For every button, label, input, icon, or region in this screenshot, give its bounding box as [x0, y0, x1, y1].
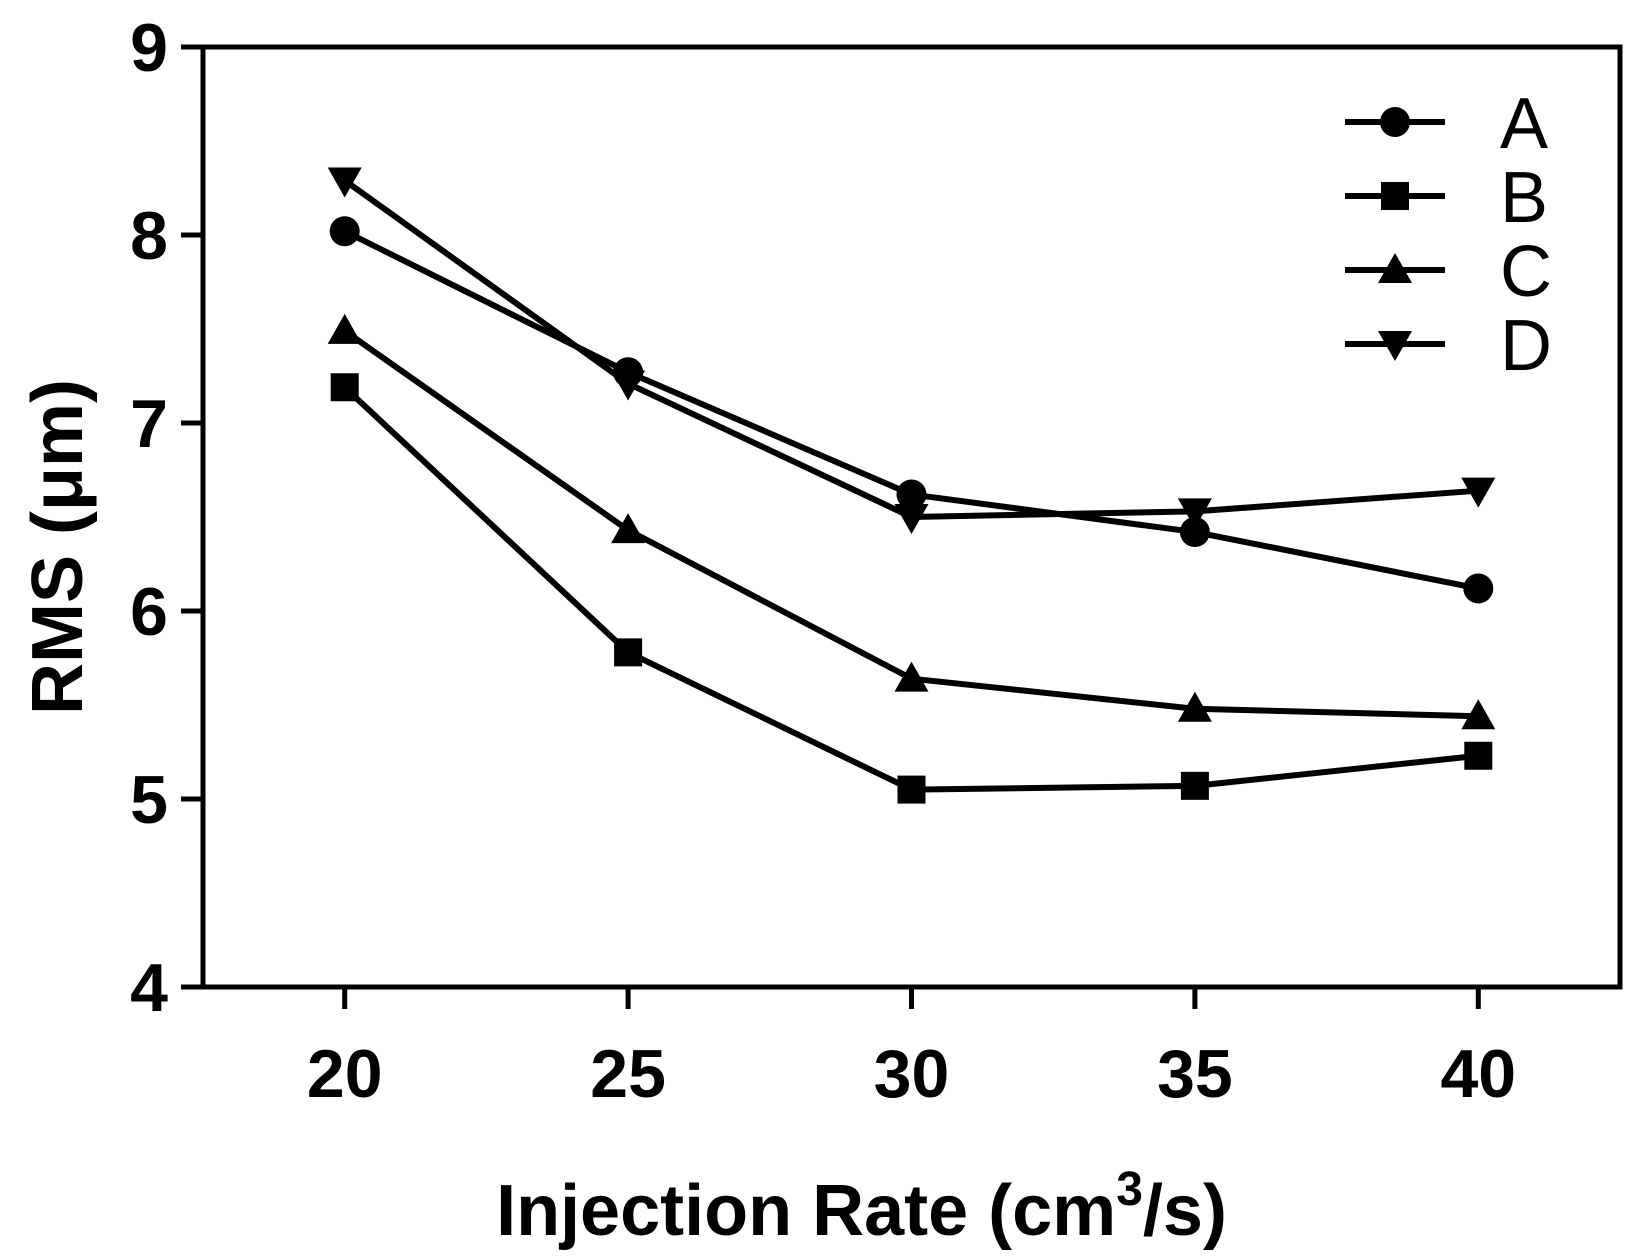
x-tick-label: 25: [590, 1036, 666, 1112]
series-layer: [327, 167, 1496, 804]
x-axis-title-superscript: 3: [1116, 1163, 1143, 1216]
data-point-d: [1177, 498, 1212, 529]
x-tick-label: 40: [1440, 1036, 1516, 1112]
legend-marker: [1378, 331, 1412, 361]
y-tick-label: 5: [130, 762, 168, 838]
legend-label: A: [1500, 84, 1548, 164]
series-b: [330, 373, 1493, 804]
series-a: [329, 216, 1494, 604]
data-point-d: [611, 370, 646, 401]
legend-item-a: A: [1345, 84, 1548, 164]
legend-marker: [1380, 107, 1410, 137]
data-point-c: [894, 661, 929, 692]
data-point-b: [614, 638, 643, 667]
y-tick-label: 9: [130, 10, 168, 86]
legend-marker: [1378, 253, 1412, 283]
legend-item-b: B: [1345, 158, 1548, 238]
x-axis-title-end: /s): [1143, 1171, 1227, 1251]
data-point-c: [611, 513, 646, 544]
y-tick-label: 7: [130, 386, 168, 462]
data-point-a: [1463, 573, 1494, 604]
x-tick-label: 30: [874, 1036, 950, 1112]
y-tick-label: 4: [130, 950, 168, 1026]
axes: 4 5 6 7 8 9 20 25 30 35 40: [130, 10, 1623, 1112]
data-point-d: [327, 167, 362, 198]
y-tick-label: 6: [130, 574, 168, 650]
series-c: [327, 313, 1496, 730]
legend-label: D: [1500, 306, 1552, 386]
x-axis-title-main: Injection Rate (cm: [496, 1171, 1116, 1251]
y-tick-label: 8: [130, 198, 168, 274]
legend-label: C: [1500, 232, 1552, 312]
series-line-d: [342, 178, 1479, 520]
data-point-c: [1461, 699, 1496, 730]
data-point-b: [897, 775, 926, 804]
x-tick-label: 35: [1157, 1036, 1233, 1112]
data-point-b: [330, 373, 359, 402]
data-point-c: [327, 313, 362, 344]
data-point-c: [1177, 691, 1212, 722]
data-point-a: [1179, 517, 1210, 548]
series-line-a: [343, 228, 1479, 592]
legend-item-c: C: [1345, 232, 1552, 312]
x-axis-title: Injection Rate (cm3/s): [496, 1163, 1227, 1251]
legend-marker: [1381, 182, 1409, 210]
data-point-b: [1180, 771, 1209, 800]
legend-label: B: [1500, 158, 1548, 238]
y-axis-title: RMS (μm): [18, 379, 98, 715]
data-point-b: [1464, 741, 1493, 770]
data-point-d: [894, 504, 929, 534]
data-point-d: [1461, 477, 1496, 508]
data-point-a: [329, 216, 360, 247]
data-point-a: [896, 479, 927, 510]
series-d: [327, 167, 1496, 534]
x-tick-label: 20: [307, 1036, 383, 1112]
legend-item-d: D: [1345, 306, 1552, 386]
